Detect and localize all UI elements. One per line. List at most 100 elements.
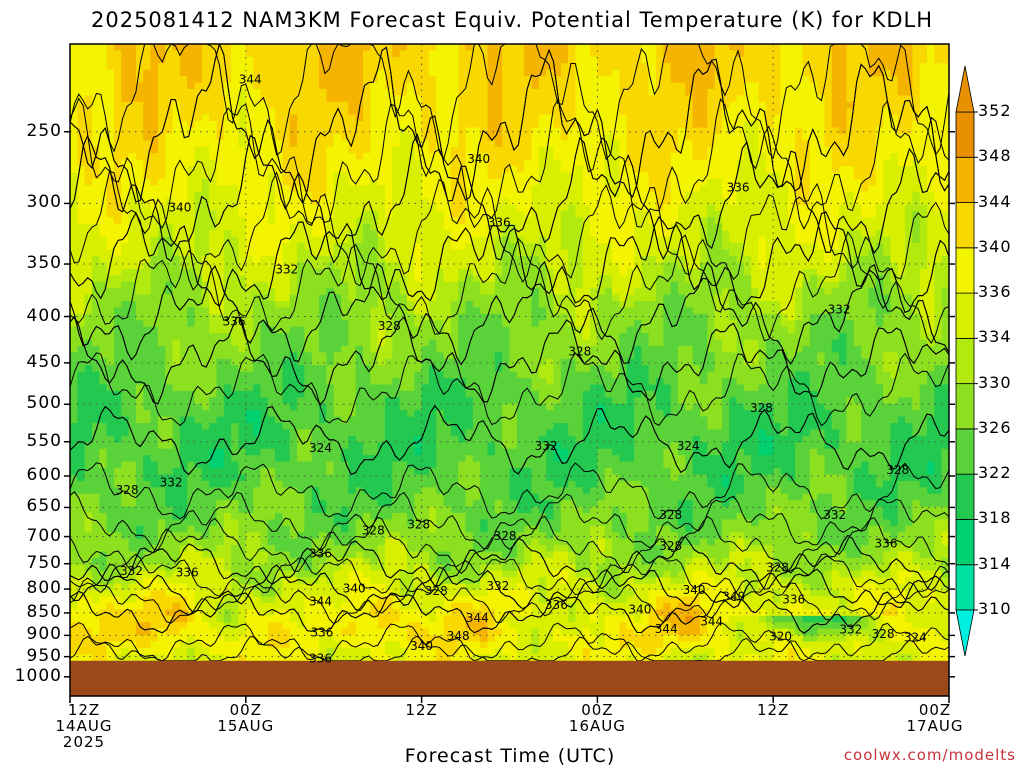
field-cell <box>443 281 452 289</box>
field-cell <box>538 223 547 231</box>
field-cell <box>677 268 686 276</box>
field-cell <box>209 223 218 231</box>
field-cell <box>699 166 708 174</box>
field-cell <box>634 153 642 161</box>
field-cell <box>597 166 606 174</box>
field-cell <box>201 256 210 264</box>
field-cell <box>853 153 862 161</box>
field-cell <box>685 211 694 219</box>
field-cell <box>223 166 232 174</box>
field-cell <box>487 56 496 64</box>
field-cell <box>84 114 93 122</box>
field-cell <box>729 236 738 244</box>
field-cell <box>421 217 430 225</box>
field-cell <box>245 204 254 212</box>
field-cell <box>795 121 804 129</box>
field-cell <box>209 95 218 103</box>
field-cell <box>590 300 598 309</box>
field-cell <box>765 249 774 257</box>
field-cell <box>751 236 760 244</box>
field-cell <box>121 230 130 238</box>
field-cell <box>428 159 437 167</box>
field-cell <box>707 153 716 161</box>
field-cell <box>428 63 437 71</box>
field-cell <box>531 121 540 129</box>
field-cell <box>443 217 452 225</box>
field-cell <box>209 191 218 199</box>
field-cell <box>70 56 78 64</box>
field-cell <box>546 172 555 180</box>
field-cell <box>743 127 752 135</box>
field-cell <box>341 76 349 84</box>
field-cell <box>494 82 503 90</box>
field-cell <box>502 63 511 71</box>
field-cell <box>172 140 181 148</box>
field-cell <box>941 88 949 96</box>
field-cell <box>934 249 943 257</box>
field-cell <box>685 262 694 270</box>
field-cell <box>297 108 305 116</box>
field-cell <box>231 44 240 52</box>
field-cell <box>436 166 445 174</box>
field-cell <box>905 230 913 238</box>
field-cell <box>135 223 144 231</box>
field-cell <box>399 76 408 84</box>
field-cell <box>128 82 137 90</box>
field-cell <box>84 223 93 231</box>
field-cell <box>414 223 423 231</box>
field-cell <box>472 204 481 212</box>
field-cell <box>619 50 628 58</box>
field-cell <box>187 95 196 103</box>
field-cell <box>677 63 686 71</box>
field-cell <box>677 69 686 77</box>
field-cell <box>406 204 415 212</box>
field-cell <box>289 211 298 219</box>
field-cell <box>150 101 159 109</box>
field-cell <box>546 262 555 270</box>
field-cell <box>502 191 511 199</box>
field-cell <box>245 76 254 84</box>
field-cell <box>458 256 467 264</box>
field-cell <box>546 153 555 161</box>
field-cell <box>348 82 357 90</box>
field-cell <box>150 243 159 251</box>
field-cell <box>890 121 899 129</box>
field-cell <box>121 268 130 276</box>
field-cell <box>428 223 437 231</box>
field-cell <box>494 281 503 289</box>
field-cell <box>663 185 672 193</box>
field-cell <box>406 230 415 238</box>
field-cell <box>311 63 320 71</box>
field-cell <box>428 230 437 238</box>
field-cell <box>919 76 928 84</box>
field-cell <box>84 185 93 193</box>
field-cell <box>319 268 327 276</box>
field-cell <box>634 198 642 206</box>
field-cell <box>699 185 708 193</box>
field-cell <box>590 230 598 238</box>
field-cell <box>436 262 445 270</box>
chart-title: 2025081412 NAM3KM Forecast Equiv. Potent… <box>90 8 934 32</box>
field-cell <box>480 76 489 84</box>
field-cell <box>392 236 401 244</box>
field-cell <box>297 223 305 231</box>
field-cell <box>282 114 291 122</box>
field-cell <box>106 300 115 309</box>
field-cell <box>209 178 218 186</box>
field-cell <box>311 204 320 212</box>
field-cell <box>341 88 349 96</box>
field-cell <box>319 307 327 315</box>
field-cell <box>861 88 870 96</box>
field-cell <box>399 108 408 116</box>
field-cell <box>297 178 305 186</box>
field-cell <box>99 88 108 96</box>
field-cell <box>216 262 225 270</box>
field-cell <box>99 146 108 154</box>
field-cell <box>553 236 562 244</box>
field-cell <box>612 191 620 199</box>
field-cell <box>84 56 93 64</box>
field-cell <box>150 153 159 161</box>
field-cell <box>172 50 181 58</box>
field-cell <box>70 69 78 77</box>
field-cell <box>516 294 525 302</box>
